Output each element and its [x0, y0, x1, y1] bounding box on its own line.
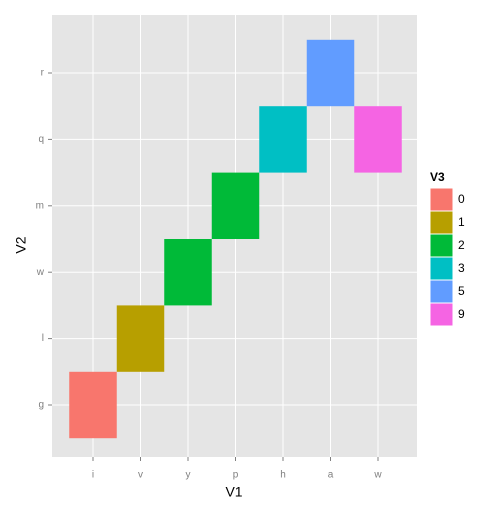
- x-tick-label: v: [138, 470, 143, 481]
- tile: [211, 172, 260, 239]
- x-tick-label: w: [373, 470, 382, 481]
- legend-key: [429, 302, 454, 327]
- legend-title: V3: [430, 170, 445, 184]
- y-tick-label: g: [38, 400, 44, 411]
- y-tick-label: m: [36, 200, 44, 211]
- tile: [164, 239, 212, 306]
- tile: [259, 106, 307, 173]
- y-axis-title: V2: [13, 236, 29, 253]
- legend-key: [429, 256, 454, 281]
- y-tick-label: w: [36, 267, 45, 278]
- legend-label: 2: [458, 238, 465, 252]
- x-tick-label: h: [280, 470, 286, 481]
- x-tick-label: p: [233, 470, 239, 481]
- legend-label: 0: [458, 192, 465, 206]
- x-tick-label: i: [92, 470, 94, 481]
- tile: [116, 305, 165, 372]
- legend-label: 9: [458, 307, 465, 321]
- tile: [306, 39, 355, 107]
- legend-key: [429, 279, 454, 304]
- x-tick-label: y: [186, 470, 191, 481]
- y-tick-label: l: [42, 333, 44, 344]
- legend-key: [429, 210, 454, 235]
- y-tick-label: q: [38, 134, 44, 145]
- y-tick-label: r: [41, 68, 45, 79]
- legend-label: 5: [458, 284, 465, 298]
- legend-key: [429, 187, 454, 212]
- legend-label: 3: [458, 261, 465, 275]
- x-tick-label: a: [328, 470, 334, 481]
- x-axis-title: V1: [225, 484, 242, 500]
- tile: [69, 371, 117, 439]
- legend-key: [429, 233, 454, 258]
- tile: [354, 106, 402, 173]
- legend-label: 1: [458, 215, 465, 229]
